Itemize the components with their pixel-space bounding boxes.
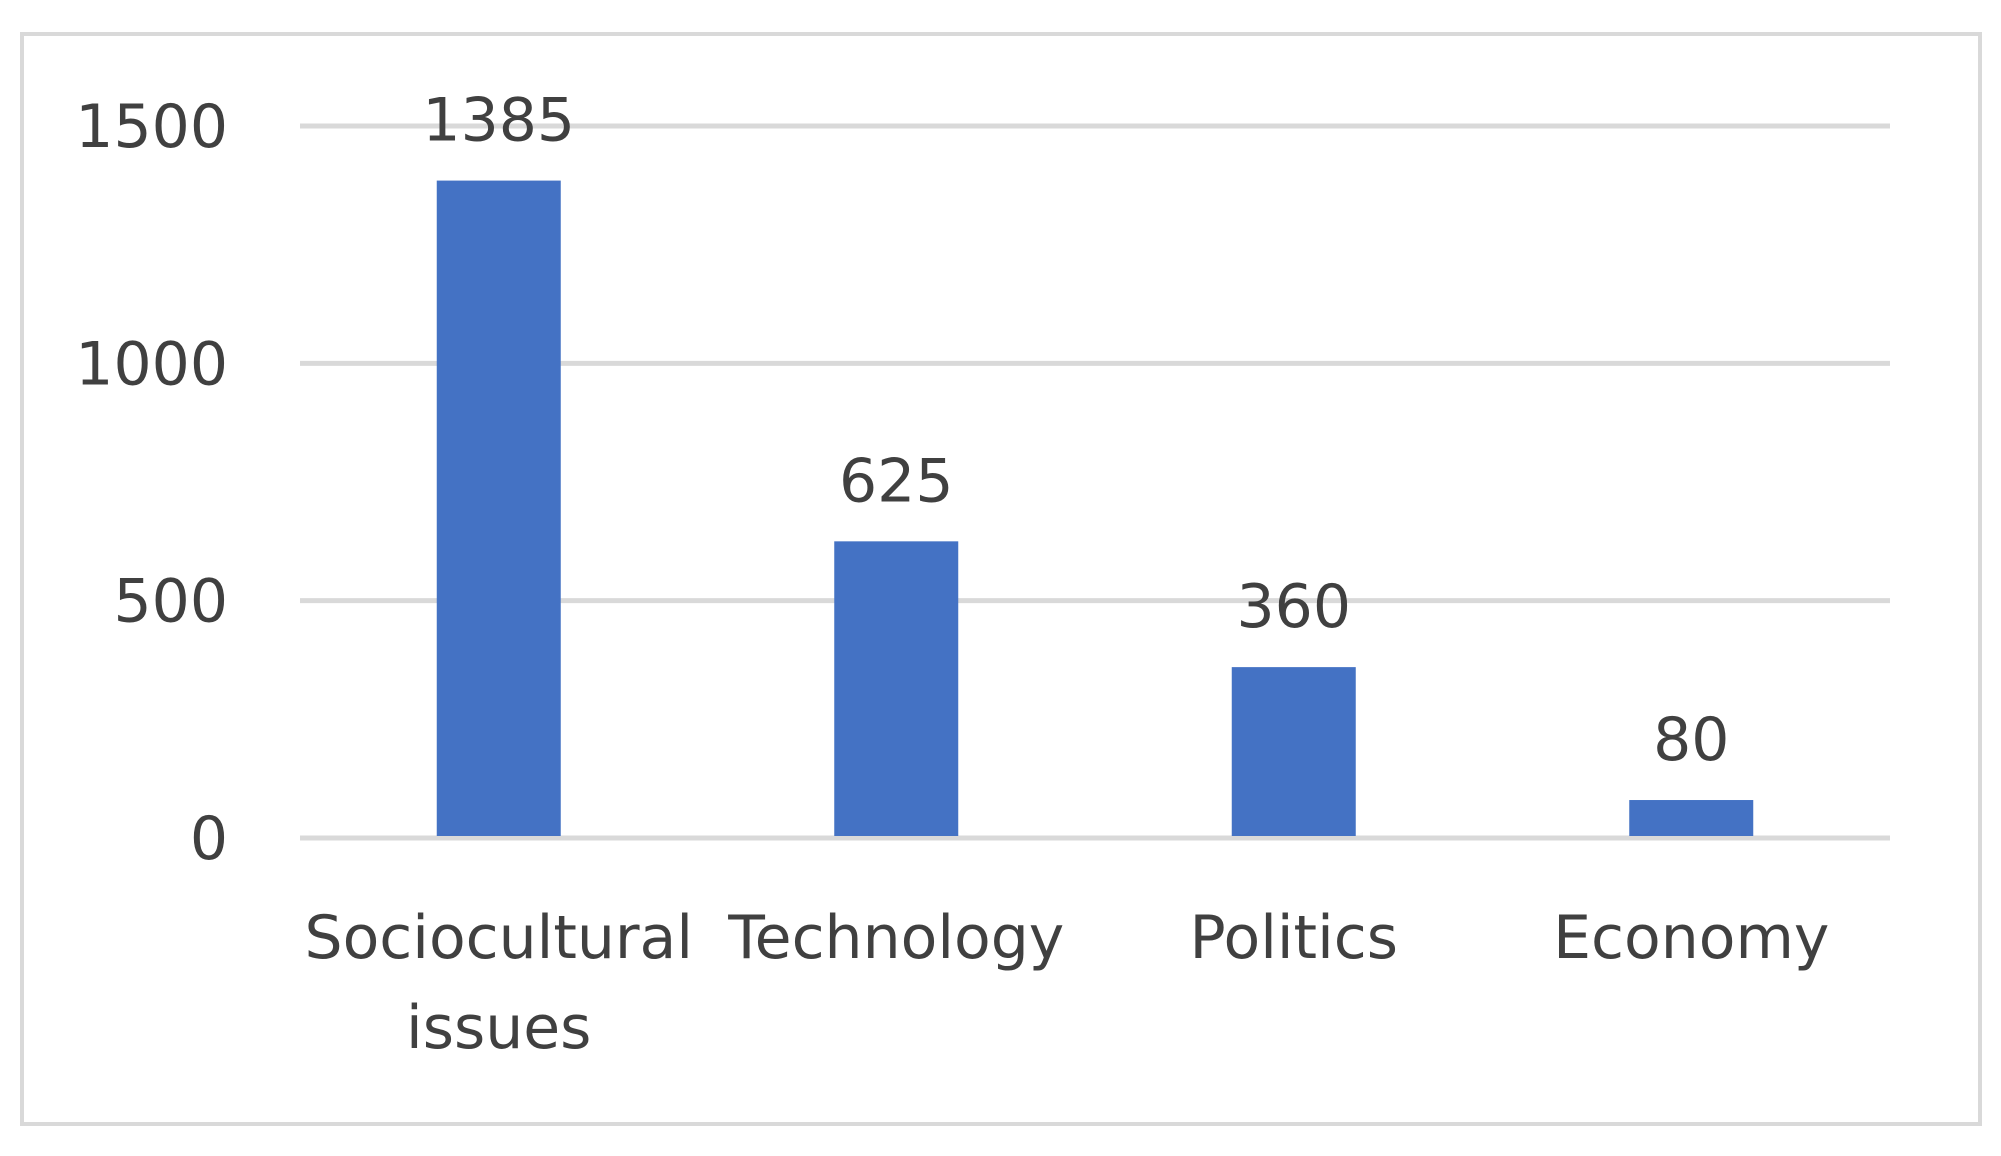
category-label: Sociocultural <box>304 903 693 973</box>
chart-border <box>20 32 1982 1126</box>
data-label: 360 <box>1236 572 1351 642</box>
gridlines <box>300 123 1890 841</box>
category-label: Technology <box>727 903 1064 973</box>
data-label: 80 <box>1653 705 1729 775</box>
data-label: 625 <box>839 446 954 516</box>
y-tick-label: 1500 <box>75 92 228 162</box>
y-tick-label: 500 <box>113 567 228 637</box>
data-labels: 1385 625 360 80 <box>422 86 1729 775</box>
y-tick-label: 0 <box>190 804 228 874</box>
bar <box>436 180 561 836</box>
y-tick-label: 1000 <box>75 329 228 399</box>
bar <box>1629 800 1754 836</box>
y-axis-ticks: 0 500 1000 1500 <box>75 92 228 874</box>
x-axis-categories: Sociocultural issues Technology Politics Eco… <box>304 903 1829 1063</box>
bar <box>834 541 959 836</box>
bars <box>436 180 1754 836</box>
bar <box>1231 667 1356 836</box>
data-label: 1385 <box>422 86 575 156</box>
category-label: Politics <box>1189 903 1398 973</box>
category-label: issues <box>406 993 591 1063</box>
category-label: Economy <box>1553 903 1829 973</box>
